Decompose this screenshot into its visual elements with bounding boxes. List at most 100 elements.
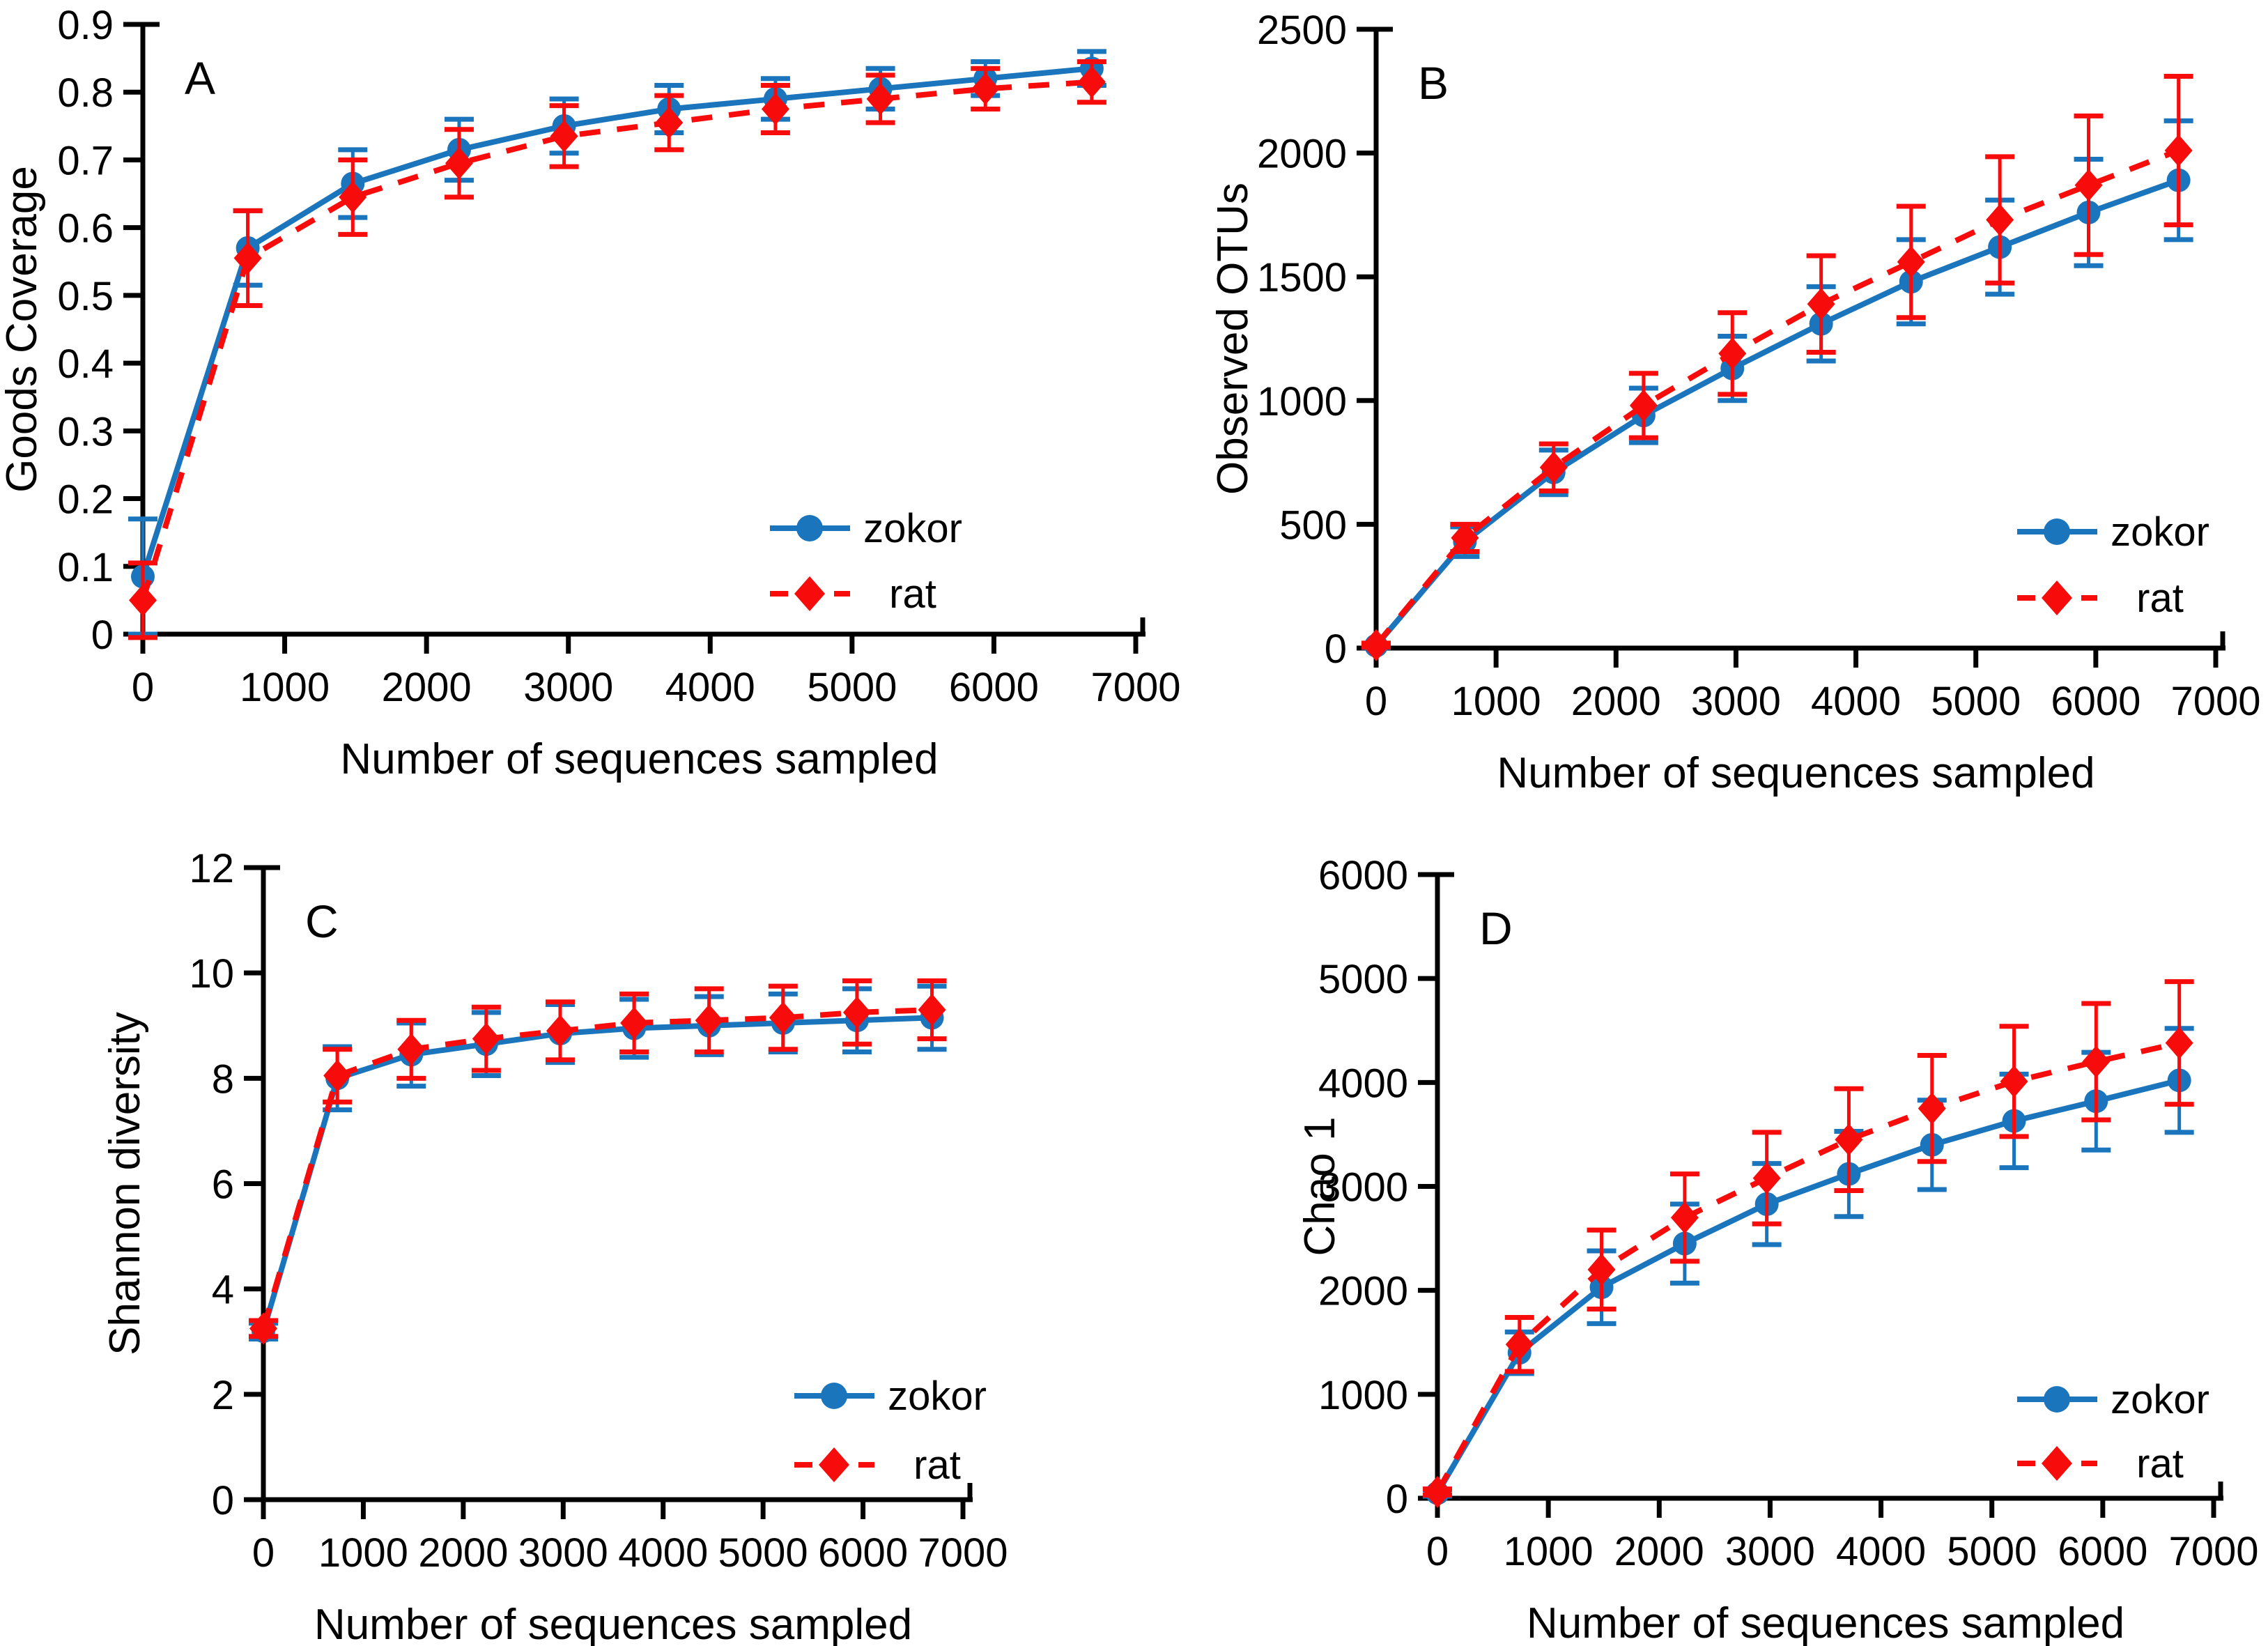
diamond-marker xyxy=(842,996,871,1029)
diamond-marker xyxy=(2164,134,2193,167)
x-tick-label: 1000 xyxy=(1451,679,1541,724)
x-tick-label: 1000 xyxy=(240,665,330,710)
diamond-marker xyxy=(2000,1065,2028,1098)
y-tick-label: 1000 xyxy=(1257,379,1347,424)
y-tick-label: 1500 xyxy=(1257,255,1347,300)
diamond-marker xyxy=(769,1001,797,1034)
diamond-marker xyxy=(971,72,1000,105)
x-tick-label: 7000 xyxy=(2168,1529,2258,1574)
series-line-zokor xyxy=(261,1015,932,1332)
series-zokor xyxy=(249,983,947,1344)
legend-label-zokor: zokor xyxy=(2111,1377,2209,1422)
y-tick-label: 0.6 xyxy=(57,206,114,252)
legend-label-rat: rat xyxy=(913,1443,961,1488)
diamond-marker xyxy=(546,1015,574,1047)
x-tick-label: 3000 xyxy=(1725,1529,1815,1574)
diamond-marker xyxy=(233,242,262,275)
markers-zokor xyxy=(1426,1068,2191,1505)
diamond-marker xyxy=(1718,337,1747,370)
x-tick-label: 7000 xyxy=(918,1530,1008,1576)
y-tick-label: 500 xyxy=(1279,502,1347,548)
diamond-marker xyxy=(397,1033,426,1066)
diamond-marker xyxy=(918,994,946,1026)
markers-rat xyxy=(1424,1026,2193,1509)
y-axis-title: Goods Coverage xyxy=(0,166,46,493)
diamond-marker xyxy=(1670,1201,1699,1234)
y-tick-label: 12 xyxy=(189,846,234,891)
series-line-rat xyxy=(261,1007,932,1330)
markers-zokor xyxy=(252,1006,944,1344)
y-axis-title: Observed OTUs xyxy=(1209,183,1257,495)
x-tick-label: 4000 xyxy=(1836,1529,1926,1574)
diamond-marker xyxy=(1077,66,1106,98)
legend-marker-rat xyxy=(2042,1446,2072,1481)
axis-labels: 0 1000 2000 3000 4000 5000 6000 7000 0 2 4 6 8 10 12 Nu… xyxy=(101,846,1008,1646)
y-tick-label: 1000 xyxy=(1318,1373,1408,1418)
panel-letter: B xyxy=(1418,57,1449,109)
axes xyxy=(244,865,973,1519)
diamond-marker xyxy=(620,1006,649,1039)
diamond-marker xyxy=(1539,451,1568,484)
y-tick-label: 0.9 xyxy=(57,3,114,48)
legend: zokor rat xyxy=(794,1374,987,1488)
markers-zokor xyxy=(1364,168,2191,658)
legend-marker-rat xyxy=(819,1447,849,1482)
diamond-marker xyxy=(550,120,578,153)
panel-letter: A xyxy=(185,52,215,104)
x-tick-label: 0 xyxy=(252,1530,275,1576)
legend: zokor rat xyxy=(2017,509,2209,621)
y-tick-label: 0.5 xyxy=(57,274,114,319)
y-tick-label: 0 xyxy=(212,1478,234,1523)
x-axis-title: Number of sequences sampled xyxy=(340,735,938,783)
x-axis-title: Number of sequences sampled xyxy=(1497,749,2095,797)
diamond-marker xyxy=(866,82,895,115)
panel-b: 0 1000 2000 3000 4000 5000 6000 7000 0 500 1000 150… xyxy=(1209,8,2261,797)
y-axis-title: Shannon diversity xyxy=(101,1012,149,1355)
x-tick-label: 7000 xyxy=(1090,665,1180,710)
error-bars-rat xyxy=(1423,979,2194,1498)
legend-label-rat: rat xyxy=(2136,1441,2184,1486)
diamond-marker xyxy=(1752,1162,1781,1194)
legend-marker-zokor xyxy=(796,515,823,541)
x-tick-label: 2000 xyxy=(1571,679,1661,724)
axes xyxy=(1418,872,2223,1518)
markers-rat xyxy=(1362,134,2193,661)
diamond-marker xyxy=(1897,245,1925,278)
diamond-marker xyxy=(1807,288,1835,321)
diamond-marker xyxy=(445,147,473,180)
panel-letter: D xyxy=(1479,902,1513,954)
y-tick-label: 2500 xyxy=(1257,8,1347,53)
diamond-marker xyxy=(129,584,157,617)
y-tick-label: 8 xyxy=(212,1056,234,1102)
diamond-marker xyxy=(1986,203,2014,236)
x-axis-title: Number of sequences sampled xyxy=(1527,1599,2124,1646)
x-tick-label: 0 xyxy=(1365,679,1387,724)
y-tick-label: 2000 xyxy=(1257,132,1347,177)
x-tick-label: 4000 xyxy=(665,665,755,710)
axis-labels: 0 1000 2000 3000 4000 5000 6000 7000 0 500 1000 150… xyxy=(1209,8,2261,797)
y-tick-label: 6 xyxy=(212,1162,234,1208)
series-line-zokor xyxy=(1373,177,2180,648)
y-tick-label: 6000 xyxy=(1318,853,1408,898)
diamond-marker xyxy=(1587,1253,1616,1286)
diamond-marker xyxy=(1505,1328,1534,1361)
diamond-marker xyxy=(323,1059,352,1092)
error-bars-zokor xyxy=(1361,118,2193,650)
x-tick-label: 3000 xyxy=(518,1530,608,1576)
x-axis-title: Number of sequences sampled xyxy=(314,1601,912,1646)
x-tick-label: 5000 xyxy=(807,665,897,710)
legend: zokor rat xyxy=(770,506,962,617)
legend-label-rat: rat xyxy=(2136,576,2184,621)
legend-marker-zokor xyxy=(821,1383,847,1409)
legend-label-rat: rat xyxy=(889,571,936,617)
diamond-marker xyxy=(2074,169,2103,201)
series-rat xyxy=(1423,979,2194,1509)
diamond-marker xyxy=(249,1312,277,1345)
y-tick-label: 0.7 xyxy=(57,138,114,183)
y-tick-label: 0 xyxy=(1386,1477,1408,1522)
x-tick-label: 5000 xyxy=(1947,1529,2037,1574)
y-tick-label: 2 xyxy=(212,1373,234,1418)
x-tick-label: 0 xyxy=(132,665,154,710)
axis-labels: 0 1000 2000 3000 4000 5000 6000 7000 0 0.1 0.2 0.3 0… xyxy=(0,3,1181,783)
